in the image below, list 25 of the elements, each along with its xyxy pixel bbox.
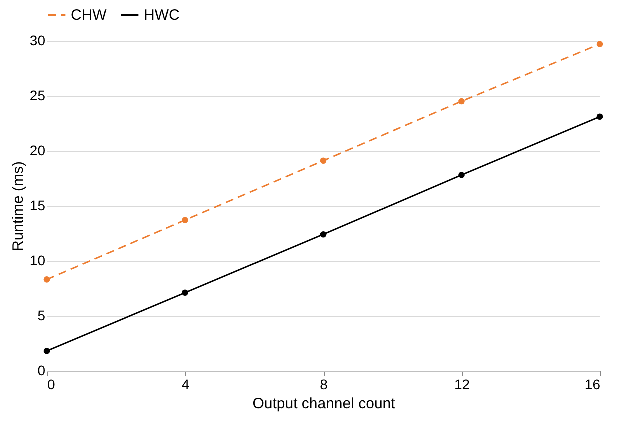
- point: [182, 217, 188, 224]
- point: [596, 114, 604, 120]
- point: [44, 276, 50, 283]
- x-tick-label: 4: [182, 376, 190, 392]
- y-tick-label: 20: [30, 142, 46, 158]
- x-tick-label: 12: [454, 376, 470, 392]
- y-axis-title: Runtime (ms): [10, 161, 27, 252]
- y-tick-label: 5: [38, 308, 46, 324]
- y-tick-label: 15: [30, 198, 46, 214]
- y-tick-label: 25: [30, 88, 46, 104]
- y-tick-label: 10: [30, 252, 46, 268]
- point: [44, 348, 50, 354]
- point: [182, 290, 188, 296]
- y-tick-label: 30: [30, 32, 46, 48]
- x-tick-label: 8: [320, 376, 328, 392]
- point: [458, 98, 465, 105]
- legend-label: CHW: [71, 7, 108, 24]
- point: [596, 41, 604, 48]
- x-tick-label: 16: [584, 376, 601, 392]
- point: [320, 231, 327, 238]
- x-axis-title: Output channel count: [252, 396, 396, 412]
- y-tick-label: 0: [38, 362, 46, 378]
- point: [458, 172, 465, 178]
- legend-label: HWC: [144, 7, 180, 24]
- point: [320, 158, 327, 164]
